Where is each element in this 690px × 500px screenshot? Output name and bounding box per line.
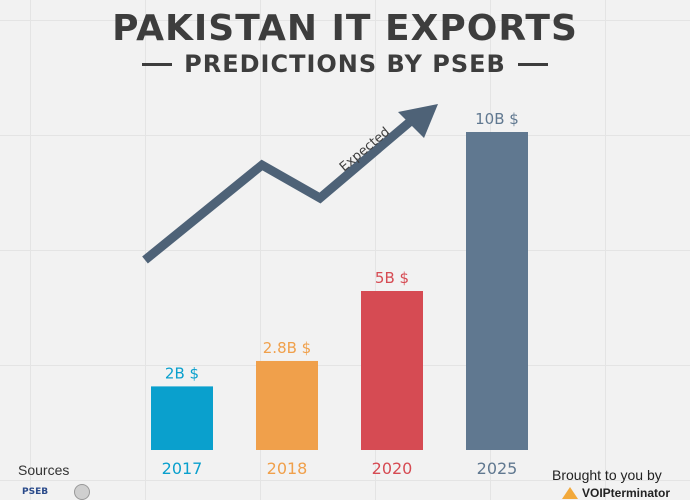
subtitle-right-rule <box>517 62 548 66</box>
bar-2017 <box>151 386 213 450</box>
chart-subtitle: PREDICTIONS BY PSEB <box>184 50 506 78</box>
data-label-2017: 2B $ <box>165 364 199 382</box>
trend-arrow-head <box>398 104 438 138</box>
data-label-2025: 10B $ <box>475 110 519 128</box>
brand-logo: VOIPterminator <box>562 486 670 500</box>
sources-label: Sources <box>18 462 70 478</box>
brought-by-label: Brought to you by <box>552 467 662 483</box>
source-icons: PSEB <box>22 484 91 500</box>
subtitle-row: PREDICTIONS BY PSEB <box>0 50 690 78</box>
category-label-2025: 2025 <box>477 459 518 478</box>
pseb-logo: PSEB <box>22 487 49 497</box>
bar-2025 <box>466 132 528 450</box>
brand-name: VOIPterminator <box>582 486 671 500</box>
subtitle-left-rule <box>142 62 173 66</box>
bar-2020 <box>361 291 423 450</box>
chart-title: PAKISTAN IT EXPORTS <box>112 8 578 49</box>
voip-logo-icon <box>562 487 578 499</box>
data-label-2020: 5B $ <box>375 269 409 287</box>
category-label-2018: 2018 <box>267 459 308 478</box>
bar-2018 <box>256 360 318 450</box>
wikipedia-icon <box>74 484 91 500</box>
data-label-2018: 2.8B $ <box>263 339 311 357</box>
category-label-2020: 2020 <box>372 459 413 478</box>
trend-annotation: Expected <box>337 125 393 175</box>
trend-arrow-line <box>142 116 415 264</box>
category-label-2017: 2017 <box>162 459 203 478</box>
